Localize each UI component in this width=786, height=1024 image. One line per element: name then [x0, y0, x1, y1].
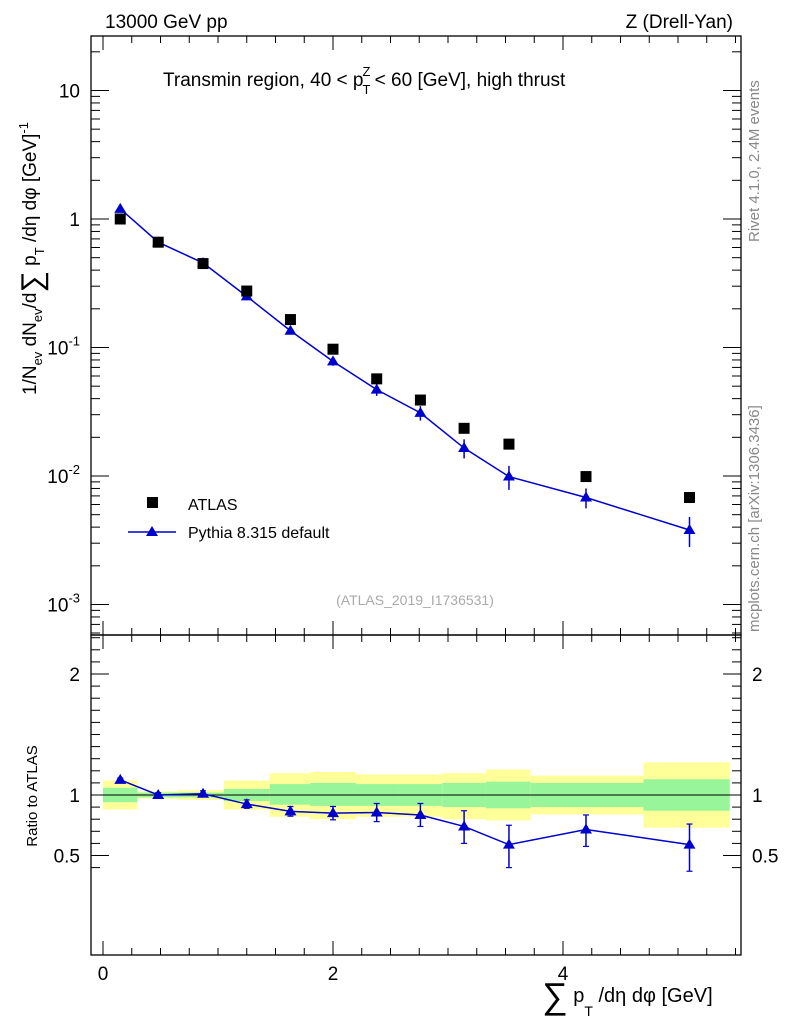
x-tick-labels: 0 2 4 — [98, 964, 569, 985]
ratio-y-tick-label-right: 1 — [752, 786, 763, 807]
pythia-point — [284, 324, 297, 335]
band-inner — [310, 782, 356, 806]
legend-pythia-marker — [146, 526, 158, 536]
atlas-point — [197, 258, 209, 270]
atlas-point — [414, 394, 426, 406]
legend-atlas-marker — [147, 497, 158, 508]
atlas-point — [580, 471, 592, 483]
ratio-ticks — [91, 635, 741, 955]
main-title: Transmin region, 40 < pTZ < 60 [GeV], hi… — [163, 64, 566, 97]
ratio-pythia-point — [502, 838, 515, 849]
pythia-point — [327, 355, 339, 366]
ratio-pythia-point — [414, 808, 427, 819]
main-y-tick-label: 10 — [59, 82, 80, 103]
mcplots-label: mcplots.cern.ch [arXiv:1306.3436] — [746, 405, 763, 632]
main-frame — [90, 35, 742, 636]
pythia-line — [119, 208, 690, 531]
main-series-lines — [119, 208, 690, 531]
main-y-tick-label: 10-3 — [47, 591, 80, 617]
atlas-point — [503, 438, 515, 450]
ratio-pythia-point — [580, 823, 592, 834]
atlas-point — [241, 285, 253, 297]
rivet-label: Rivet 4.1.0, 2.4M events — [746, 80, 763, 242]
ratio-pythia-point — [197, 787, 210, 798]
ratio-y-tick-label-left: 1 — [69, 786, 80, 807]
legend-atlas-label: ATLAS — [188, 497, 238, 514]
atlas-point — [371, 373, 383, 385]
atlas-point — [284, 314, 296, 326]
pythia-point — [370, 383, 383, 394]
main-y-tick-label: 10-2 — [47, 462, 80, 488]
band-inner — [269, 784, 310, 805]
pythia-point — [580, 491, 592, 502]
main-y-ticks — [91, 36, 741, 635]
x-tick-label: 4 — [558, 964, 569, 985]
analysis-watermark: (ATLAS_2019_I1736531) — [336, 592, 494, 608]
ratio-pythia-point — [152, 789, 165, 799]
ratio-y-tick-label-right: 2 — [752, 665, 763, 686]
pythia-point — [114, 202, 127, 213]
atlas-point — [114, 213, 126, 225]
main-y-tick-labels: 10-3 10-2 10-1 1 10 — [47, 82, 80, 617]
pythia-point — [414, 406, 427, 417]
ratio-pythia-line — [119, 779, 690, 846]
ratio-pythia-point — [327, 807, 339, 818]
legend: ATLAS Pythia 8.315 default — [128, 497, 330, 542]
ratio-frame — [90, 634, 742, 956]
ratio-pythia-point — [683, 838, 696, 849]
main-markers — [114, 202, 696, 548]
ratio-y-tick-label-left: 0.5 — [54, 847, 80, 868]
ratio-pythia-point — [458, 820, 471, 831]
header-left: 13000 GeV pp — [105, 12, 228, 33]
ratio-markers — [114, 773, 696, 872]
atlas-point — [684, 492, 695, 504]
legend-pythia-label: Pythia 8.315 default — [188, 525, 330, 542]
ratio-y-tick-label-left: 2 — [69, 665, 80, 686]
ratio-pythia-point — [114, 773, 127, 784]
ratio-y-tick-labels: 0.5 0.5 1 1 2 2 — [54, 665, 779, 868]
atlas-point — [152, 236, 164, 248]
ratio-pythia-point — [240, 798, 253, 809]
x-tick-label: 0 — [98, 964, 109, 985]
ratio-y-axis-label: Ratio to ATLAS — [24, 745, 41, 846]
pythia-point — [458, 442, 471, 453]
x-axis-label: ∑ pT /dη dφ [GeV] — [542, 975, 713, 1019]
ratio-series-line — [119, 779, 690, 846]
pythia-point — [502, 470, 515, 481]
header-right: Z (Drell-Yan) — [626, 12, 733, 33]
x-tick-label: 2 — [328, 964, 339, 985]
main-y-tick-label: 10-1 — [47, 334, 80, 360]
ratio-pythia-point — [370, 806, 383, 817]
ratio-pythia-point — [284, 805, 297, 816]
main-y-axis-label: 1/Nev dNev/d∑ pT /dη dφ [GeV]-1 — [16, 122, 49, 395]
main-y-tick-label: 1 — [69, 210, 80, 231]
pythia-point — [683, 523, 696, 534]
atlas-point — [327, 343, 339, 355]
ratio-y-tick-label-right: 0.5 — [752, 847, 778, 868]
atlas-point — [458, 422, 470, 434]
